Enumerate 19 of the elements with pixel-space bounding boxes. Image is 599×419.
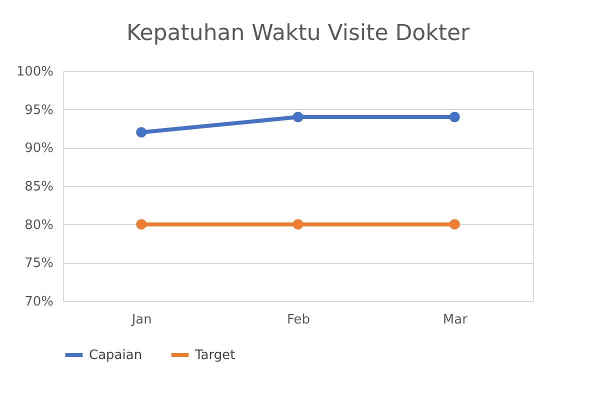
x-tick-label: Feb — [286, 312, 310, 328]
y-tick-label: 70% — [24, 294, 54, 310]
point — [449, 219, 460, 230]
chart-title: Kepatuhan Waktu Visite Dokter — [126, 21, 471, 46]
point — [292, 219, 304, 230]
y-tick-label: 90% — [24, 141, 54, 156]
x-tick-label: Mar — [442, 312, 468, 328]
y-tick-label: 85% — [24, 180, 54, 194]
point — [449, 112, 460, 122]
y-tick-label: 80% — [24, 218, 54, 233]
point — [136, 219, 147, 230]
y-tick-label: 100% — [16, 64, 54, 80]
point — [136, 127, 147, 138]
point — [292, 112, 304, 122]
x-tick-label: Jan — [130, 312, 152, 328]
y-tick-label: 95% — [24, 102, 54, 118]
y-tick-label: 75% — [24, 256, 54, 272]
legend-label: Capaian — [89, 348, 142, 363]
legend-label: Target — [194, 348, 236, 363]
